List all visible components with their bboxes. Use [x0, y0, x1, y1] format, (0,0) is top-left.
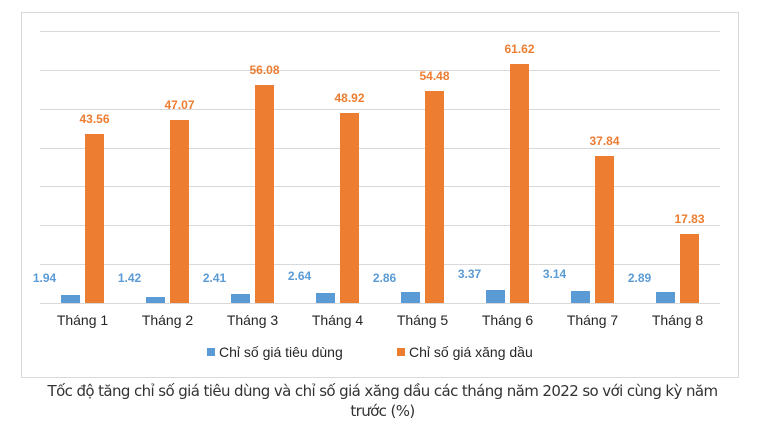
bar-fuel	[595, 155, 614, 303]
gridline	[40, 303, 720, 304]
category-label: Tháng 2	[141, 312, 194, 328]
caption-line-1: Tốc độ tăng chỉ số giá tiêu dùng và chỉ …	[47, 382, 719, 400]
data-label: 2.64	[287, 269, 312, 283]
bar-cpi	[61, 295, 80, 303]
bar-cpi	[146, 297, 165, 303]
data-label: 47.07	[164, 98, 195, 113]
legend-label: Chỉ số giá xăng dầu	[409, 344, 533, 360]
bar-fuel	[425, 91, 444, 303]
gridline	[40, 108, 720, 110]
data-label: 2.86	[372, 271, 397, 285]
category-label: Tháng 7	[566, 312, 619, 328]
legend-item-fuel: Chỉ số giá xăng dầu	[397, 344, 533, 360]
bar-fuel	[340, 112, 359, 303]
legend-swatch-orange	[397, 348, 405, 356]
bar-fuel	[170, 120, 189, 303]
data-label: 43.56	[79, 111, 110, 126]
bar-fuel	[680, 233, 699, 303]
category-label: Tháng 4	[311, 312, 364, 328]
data-label: 48.92	[334, 90, 365, 105]
data-label: 56.08	[249, 63, 280, 78]
data-label: 3.14	[542, 267, 567, 281]
data-label: 61.62	[504, 41, 535, 56]
bar-fuel	[85, 133, 104, 303]
caption-line-2: trước (%)	[350, 402, 415, 420]
legend: Chỉ số giá tiêu dùng Chỉ số giá xăng dầu	[0, 344, 765, 364]
gridline	[40, 264, 720, 266]
data-label: 2.41	[202, 271, 227, 285]
legend-item-cpi: Chỉ số giá tiêu dùng	[207, 344, 343, 360]
bar-cpi	[316, 292, 335, 303]
data-label: 37.84	[589, 133, 620, 148]
legend-swatch-blue	[207, 348, 215, 356]
bar-cpi	[231, 293, 250, 303]
category-label: Tháng 5	[396, 312, 449, 328]
bar-cpi	[401, 291, 420, 303]
bar-cpi	[656, 291, 675, 303]
gridline	[40, 186, 720, 188]
bar-cpi	[486, 289, 505, 303]
plot-area: 1.94 43.56 1.42 47.07 2.41 56.08 2.64 48.92 2.86…	[33, 31, 720, 304]
gridline	[40, 31, 720, 32]
gridline	[40, 69, 720, 71]
category-label: Tháng 8	[651, 312, 704, 328]
gridline	[40, 147, 720, 149]
category-label: Tháng 1	[56, 312, 109, 328]
data-label: 3.37	[457, 267, 482, 281]
bar-fuel	[255, 85, 274, 303]
bar-fuel	[510, 63, 529, 303]
data-label: 1.42	[117, 271, 142, 285]
category-label: Tháng 6	[481, 312, 534, 328]
category-label: Tháng 3	[226, 312, 279, 328]
bar-cpi	[571, 290, 590, 303]
gridline	[40, 225, 720, 227]
data-label: 54.48	[419, 69, 450, 84]
legend-label: Chỉ số giá tiêu dùng	[219, 344, 343, 360]
chart-frame	[21, 12, 739, 378]
figure-caption: Tốc độ tăng chỉ số giá tiêu dùng và chỉ …	[0, 381, 765, 421]
data-label: 17.83	[674, 211, 705, 226]
data-label: 2.89	[627, 271, 652, 285]
data-label: 1.94	[32, 271, 57, 285]
